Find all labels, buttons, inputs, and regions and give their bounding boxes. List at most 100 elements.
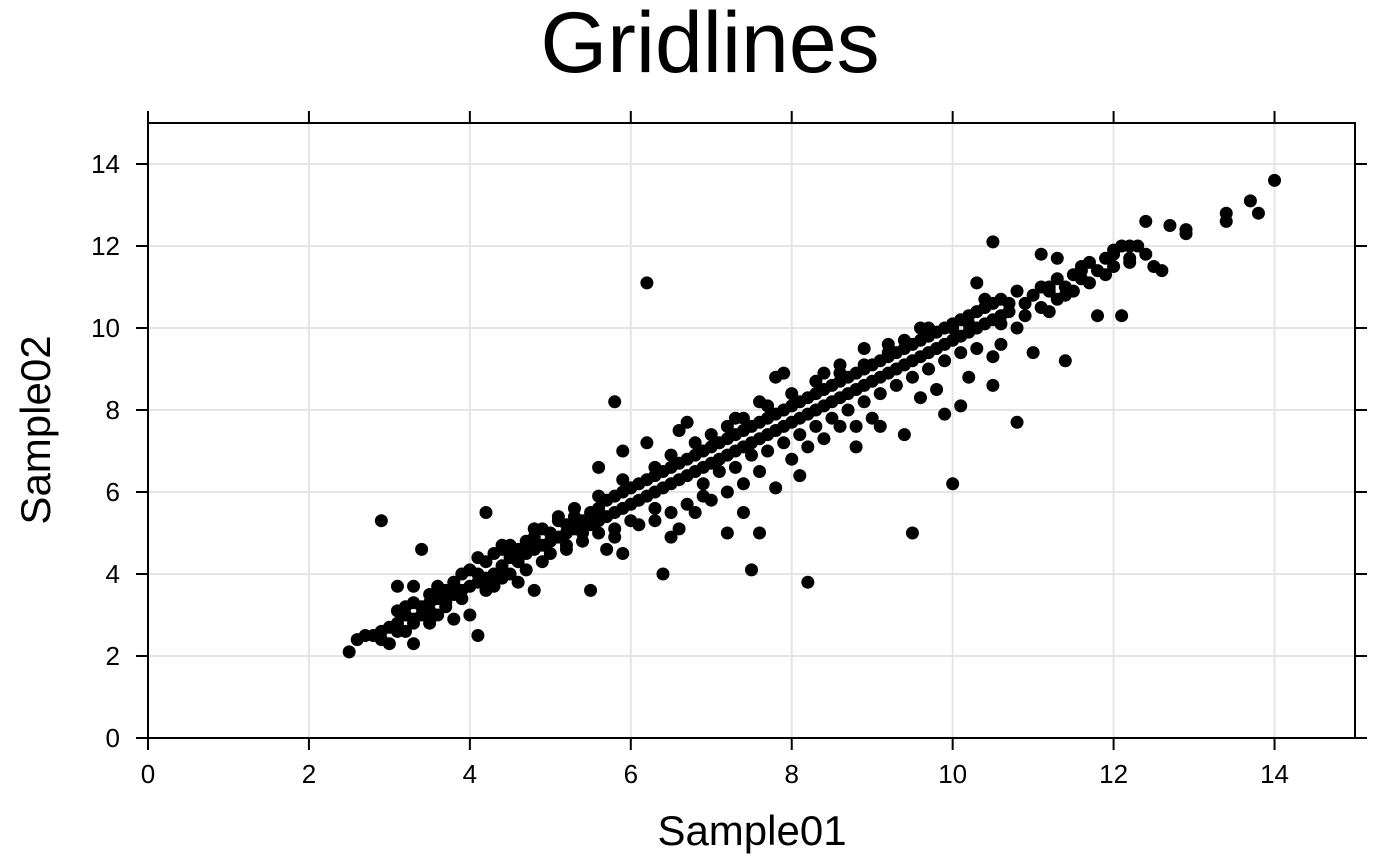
data-point <box>656 567 670 581</box>
data-point <box>962 317 976 331</box>
data-point <box>551 510 565 524</box>
data-point <box>793 469 807 483</box>
data-point <box>809 419 823 433</box>
data-point <box>495 538 509 552</box>
data-point <box>777 366 791 380</box>
y-tick-label: 12 <box>91 231 120 261</box>
data-point <box>954 346 968 360</box>
data-point <box>720 419 734 433</box>
data-point <box>1034 247 1048 261</box>
y-tick-label: 0 <box>106 723 120 753</box>
data-point <box>825 411 839 425</box>
data-point <box>1091 309 1105 323</box>
axis-ticks: 0 2 4 6 8 10 12 14 0 2 4 6 8 10 12 14 <box>91 111 1367 789</box>
data-point <box>1074 260 1088 273</box>
data-point <box>809 374 823 388</box>
x-tick-label: 12 <box>1099 759 1128 789</box>
data-point <box>938 354 952 368</box>
data-point <box>527 583 541 597</box>
data-point <box>745 563 758 577</box>
data-point <box>946 321 960 335</box>
data-point <box>905 370 919 384</box>
data-point <box>688 436 702 450</box>
data-point <box>672 424 686 437</box>
data-point <box>680 497 694 511</box>
data-point <box>1115 309 1129 323</box>
data-point <box>342 645 356 659</box>
data-point <box>584 583 598 597</box>
data-point <box>463 608 477 622</box>
data-point <box>576 534 590 548</box>
data-point <box>905 526 919 540</box>
data-point <box>592 460 606 474</box>
data-point <box>390 624 404 638</box>
data-point <box>407 579 421 593</box>
data-point <box>785 452 799 466</box>
data-point <box>986 350 1000 364</box>
data-point <box>390 579 404 593</box>
data-point <box>720 485 734 499</box>
plot-frame <box>147 122 1356 739</box>
data-point <box>1050 272 1064 286</box>
data-point <box>696 477 710 491</box>
data-point <box>559 542 573 556</box>
data-point <box>495 559 509 573</box>
data-point <box>664 506 678 519</box>
data-point <box>720 526 734 540</box>
data-point <box>455 592 469 606</box>
data-point <box>857 342 871 355</box>
data-point <box>664 530 678 544</box>
data-point <box>841 403 855 417</box>
data-point <box>543 547 557 560</box>
data-point <box>1050 251 1064 265</box>
data-point <box>640 436 654 450</box>
data-point <box>978 292 992 306</box>
data-point <box>1074 272 1088 286</box>
data-point <box>664 448 678 462</box>
y-tick-label: 2 <box>106 641 120 671</box>
data-point <box>1123 255 1137 269</box>
data-point <box>1002 296 1016 310</box>
data-point <box>761 399 775 413</box>
data-point <box>849 419 863 433</box>
data-point <box>761 444 775 458</box>
data-point <box>745 448 758 462</box>
data-point <box>688 506 702 519</box>
data-point <box>407 637 421 651</box>
data-point <box>1107 243 1121 257</box>
data-point <box>415 542 429 556</box>
data-point <box>833 366 847 380</box>
data-point <box>1010 321 1024 335</box>
data-point <box>1042 305 1056 319</box>
data-point <box>374 514 388 528</box>
data-point <box>407 616 421 630</box>
data-point <box>873 419 887 433</box>
data-point <box>616 444 630 458</box>
data-point <box>479 506 493 519</box>
x-tick-label: 8 <box>784 759 798 789</box>
data-point <box>970 342 984 355</box>
data-point <box>592 526 606 540</box>
data-point <box>640 276 654 290</box>
data-point <box>769 481 783 495</box>
x-tick-label: 4 <box>463 759 477 789</box>
data-point <box>1219 214 1233 228</box>
data-point <box>881 346 895 360</box>
data-point <box>930 383 944 396</box>
data-point <box>1026 288 1040 302</box>
data-point <box>1163 219 1177 232</box>
data-point <box>616 473 630 487</box>
data-point <box>696 489 710 503</box>
data-point <box>423 616 437 630</box>
data-point <box>1139 214 1153 228</box>
data-point <box>994 337 1008 351</box>
x-tick-label: 10 <box>938 759 967 789</box>
data-point <box>986 378 1000 392</box>
x-tick-label: 2 <box>302 759 316 789</box>
data-point <box>1107 260 1121 273</box>
data-point <box>1010 415 1024 429</box>
data-point <box>889 378 903 392</box>
x-tick-label: 14 <box>1260 759 1289 789</box>
y-tick-label: 6 <box>106 477 120 507</box>
